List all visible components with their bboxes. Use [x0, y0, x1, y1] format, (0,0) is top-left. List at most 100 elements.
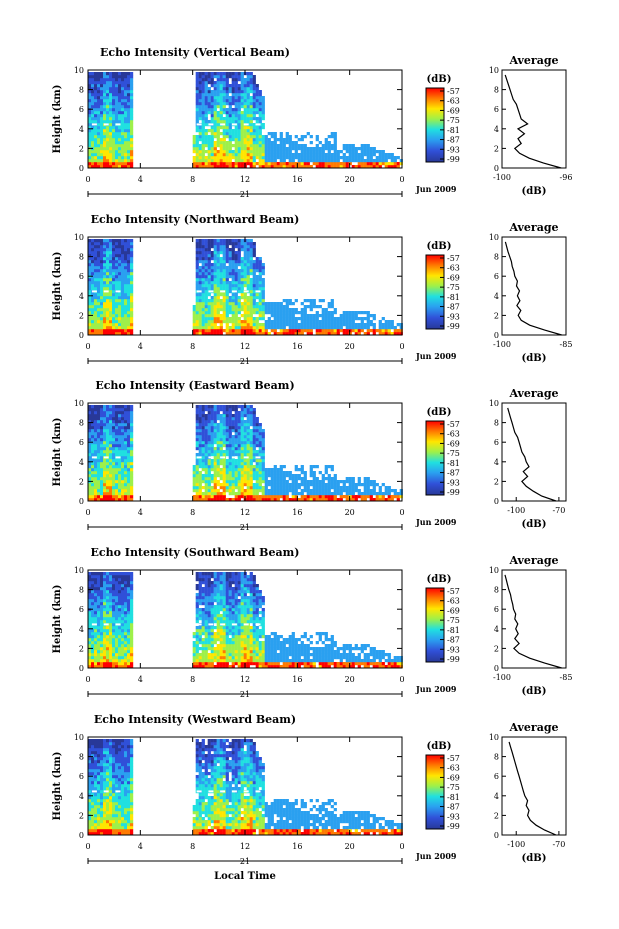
- heatmap-cell: [204, 459, 208, 463]
- heatmap-cell: [255, 453, 259, 457]
- heatmap-cell: [324, 477, 328, 481]
- heatmap-cell: [351, 320, 355, 324]
- heatmap-cell: [216, 326, 220, 330]
- heatmap-cell: [213, 108, 217, 112]
- heatmap-cell: [124, 144, 128, 148]
- heatmap-cell: [198, 144, 202, 148]
- heatmap-cell: [106, 138, 110, 142]
- heatmap-cell: [97, 275, 101, 279]
- heatmap-cell: [121, 299, 125, 303]
- heatmap-cell: [369, 320, 373, 324]
- heatmap-cell: [231, 144, 235, 148]
- heatmap-cell: [234, 278, 238, 282]
- heatmap-cell: [228, 260, 232, 264]
- heatmap-cell: [261, 162, 265, 166]
- heatmap-cell: [204, 471, 208, 475]
- heatmap-cell: [127, 299, 131, 303]
- heatmap-cell: [198, 165, 202, 169]
- heatmap-cell: [100, 489, 104, 493]
- heatmap-cell: [225, 248, 229, 252]
- heatmap-cell: [366, 489, 370, 493]
- heatmap-cell: [240, 305, 244, 309]
- heatmap-cell: [306, 495, 310, 499]
- heatmap-cell: [100, 245, 104, 249]
- heatmap-cell: [240, 138, 244, 142]
- heatmap-cell: [115, 308, 119, 312]
- heatmap-cell: [97, 296, 101, 300]
- heatmap-cell: [207, 254, 211, 258]
- heatmap-cell: [357, 483, 361, 487]
- heatmap-cell: [88, 665, 92, 669]
- heatmap-cell: [100, 429, 104, 433]
- heatmap-cell: [273, 474, 277, 478]
- heatmap-cell: [219, 150, 223, 154]
- heatmap-cell: [363, 147, 367, 151]
- heatmap-cell: [124, 287, 128, 291]
- heatmap-cell: [94, 153, 98, 157]
- heatmap-cell: [94, 408, 98, 412]
- heatmap-cell: [300, 138, 304, 142]
- heatmap-cell: [228, 144, 232, 148]
- heatmap-cell: [249, 447, 253, 451]
- heatmap-cell: [204, 269, 208, 273]
- heatmap-cell: [109, 254, 113, 258]
- heatmap-cell: [303, 308, 307, 312]
- heatmap-cell: [237, 245, 241, 249]
- heatmap-cell: [237, 456, 241, 460]
- heatmap-cell: [210, 126, 214, 130]
- heatmap-cell: [91, 162, 95, 166]
- heatmap-cell: [222, 162, 226, 166]
- heatmap-cell: [201, 144, 205, 148]
- heatmap-cell: [258, 105, 262, 109]
- heatmap-cell: [348, 314, 352, 318]
- heatmap-cell: [88, 575, 92, 579]
- heatmap-cell: [109, 408, 113, 412]
- heatmap-cell: [300, 471, 304, 475]
- heatmap-cell: [213, 260, 217, 264]
- heatmap-cell: [396, 323, 400, 327]
- heatmap-cell: [360, 144, 364, 148]
- heatmap-cell: [112, 242, 116, 246]
- heatmap-cell: [106, 429, 110, 433]
- heatmap-cell: [396, 156, 400, 160]
- heatmap-cell: [219, 260, 223, 264]
- heatmap-cell: [219, 111, 223, 115]
- heatmap-cell: [112, 326, 116, 330]
- heatmap-cell: [333, 156, 337, 160]
- heatmap-cell: [100, 102, 104, 106]
- heatmap-cell: [258, 465, 262, 469]
- heatmap-cell: [213, 329, 217, 333]
- heatmap-cell: [264, 492, 268, 496]
- heatmap-cell: [121, 87, 125, 91]
- heatmap-cell: [321, 159, 325, 163]
- heatmap-cell: [201, 284, 205, 288]
- heatmap-cell: [303, 474, 307, 478]
- heatmap-cell: [378, 323, 382, 327]
- heatmap-cell: [246, 314, 250, 318]
- heatmap-cell: [127, 323, 131, 327]
- heatmap-cell: [88, 644, 92, 648]
- heatmap-cell: [97, 608, 101, 612]
- heatmap-cell: [121, 144, 125, 148]
- heatmap-cell: [333, 162, 337, 166]
- heatmap-cell: [115, 245, 119, 249]
- y-axis-label: Height (km): [52, 252, 63, 321]
- heatmap-cell: [91, 593, 95, 597]
- heatmap-cell: [249, 429, 253, 433]
- heatmap-cell: [204, 272, 208, 276]
- heatmap-cell: [228, 242, 232, 246]
- heatmap-cell: [103, 108, 107, 112]
- heatmap-cell: [216, 87, 220, 91]
- heatmap-cell: [192, 465, 196, 469]
- heatmap-cell: [103, 153, 107, 157]
- heatmap-cell: [228, 266, 232, 270]
- heatmap-cell: [207, 492, 211, 496]
- heatmap-cell: [204, 302, 208, 306]
- heatmap-cell: [270, 305, 274, 309]
- heatmap-cell: [282, 483, 286, 487]
- heatmap-cell: [121, 483, 125, 487]
- heatmap-cell: [237, 441, 241, 445]
- heatmap-cell: [312, 486, 316, 490]
- heatmap-cell: [228, 114, 232, 118]
- heatmap-cell: [369, 162, 373, 166]
